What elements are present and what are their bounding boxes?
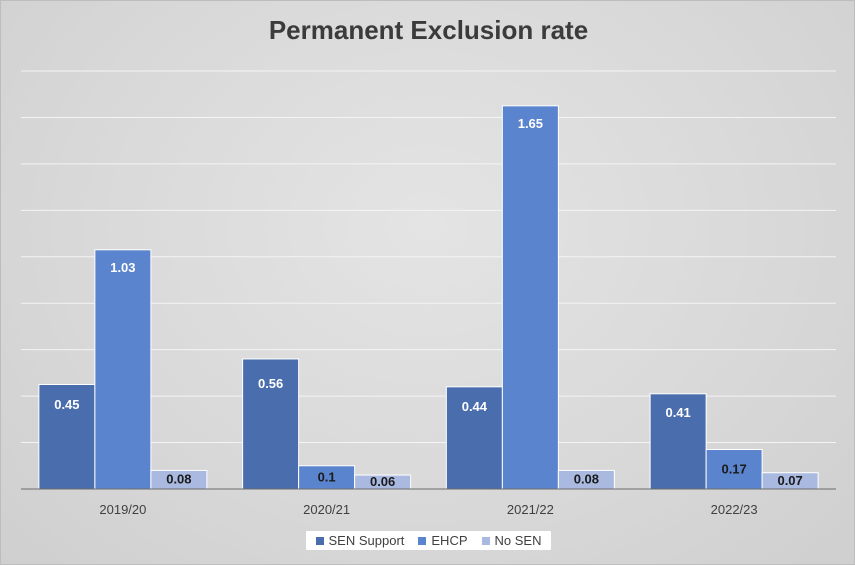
- bar-sen-support-2022-23: [649, 393, 707, 490]
- bar-ehcp-2022-23: [705, 449, 763, 490]
- legend-swatch: [418, 536, 427, 545]
- data-label: 0.08: [166, 472, 191, 487]
- legend-item: No SEN: [481, 533, 542, 548]
- x-tick-label: 2022/23: [711, 502, 758, 517]
- chart-title: Permanent Exclusion rate: [268, 15, 589, 45]
- legend-swatch: [481, 536, 490, 545]
- legend-swatch: [315, 536, 324, 545]
- legend-label: EHCP: [431, 533, 468, 548]
- data-label: 0.45: [54, 397, 79, 412]
- bar-sen-support-2019-20: [38, 384, 96, 490]
- bar-sen-support-2021-22: [445, 386, 503, 490]
- data-label: 0.06: [370, 474, 395, 489]
- x-tick-label: 2021/22: [507, 502, 554, 517]
- bar-sen-support-2020-21: [242, 358, 300, 490]
- legend-item: SEN Support: [315, 533, 405, 548]
- legend-box: SEN Support EHCP No SEN: [305, 531, 552, 550]
- legend: SEN Support EHCP No SEN: [1, 531, 855, 550]
- data-label: 0.08: [574, 472, 599, 487]
- data-label: 0.56: [258, 376, 283, 391]
- bar-ehcp-2019-20: [94, 249, 152, 490]
- data-label: 0.1: [318, 469, 336, 484]
- data-label: 0.17: [721, 461, 746, 476]
- legend-item: EHCP: [418, 533, 468, 548]
- x-axis: 2019/20 2020/21 2021/22 2022/23: [21, 488, 836, 517]
- bar-ehcp-2021-22: [501, 105, 559, 490]
- x-tick-label: 2019/20: [99, 502, 146, 517]
- legend-label: SEN Support: [328, 533, 405, 548]
- bars: 0.45 1.03 0.08 0.56 0.1 0.06 0.44 1.65 0.08 0.41 0…: [38, 105, 819, 490]
- data-label: 0.07: [777, 473, 802, 488]
- legend-label: No SEN: [494, 533, 542, 548]
- data-label: 0.41: [665, 405, 690, 420]
- gridlines: [21, 70, 836, 444]
- data-label: 1.65: [518, 116, 543, 131]
- data-label: 0.44: [462, 399, 488, 414]
- data-label: 1.03: [110, 260, 135, 275]
- x-tick-label: 2020/21: [303, 502, 350, 517]
